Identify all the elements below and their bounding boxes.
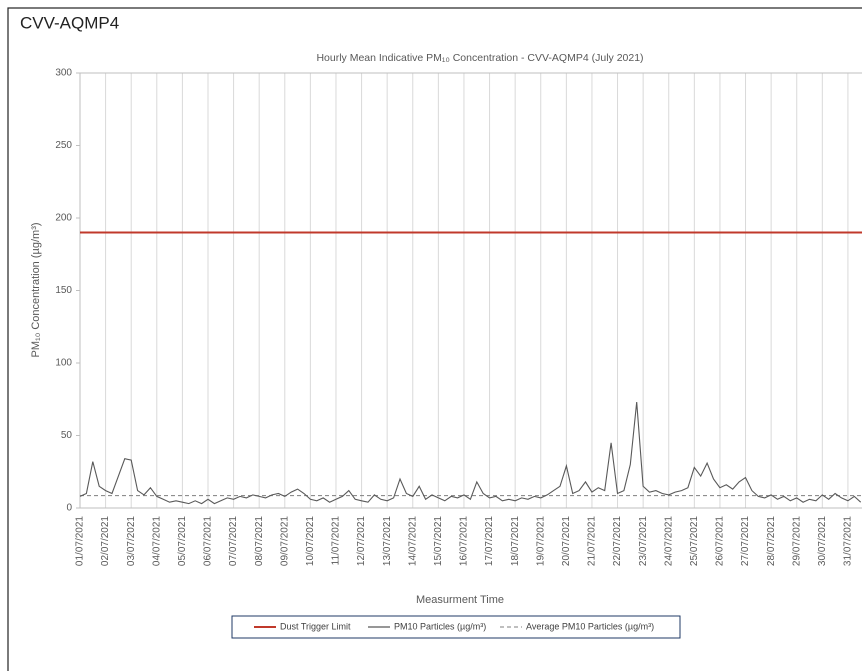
legend-label: Average PM10 Particles (µg/m³) bbox=[526, 621, 654, 631]
x-tick-label: 10/07/2021 bbox=[305, 516, 316, 566]
x-tick-label: 22/07/2021 bbox=[612, 516, 623, 566]
chart-title: Hourly Mean Indicative PM₁₀ Concentratio… bbox=[316, 52, 643, 64]
y-tick-label: 0 bbox=[66, 503, 72, 514]
legend-label: Dust Trigger Limit bbox=[280, 621, 351, 631]
y-tick-label: 300 bbox=[55, 68, 72, 79]
x-tick-label: 20/07/2021 bbox=[561, 516, 572, 566]
x-tick-label: 03/07/2021 bbox=[126, 516, 137, 566]
x-tick-label: 30/07/2021 bbox=[817, 516, 828, 566]
y-tick-label: 250 bbox=[55, 140, 72, 151]
series-line bbox=[79, 402, 862, 505]
x-tick-label: 28/07/2021 bbox=[766, 516, 777, 566]
x-axis-label: Measurment Time bbox=[416, 594, 504, 606]
x-tick-label: 01/07/2021 bbox=[75, 516, 86, 566]
x-tick-label: 15/07/2021 bbox=[433, 516, 444, 566]
y-tick-label: 200 bbox=[55, 213, 72, 224]
y-axis-label: PM₁₀ Concentration (µg/m³) bbox=[30, 222, 42, 357]
x-tick-label: 27/07/2021 bbox=[740, 516, 751, 566]
x-tick-label: 29/07/2021 bbox=[791, 516, 802, 566]
frame bbox=[7, 7, 862, 671]
x-tick-label: 31/07/2021 bbox=[843, 516, 854, 566]
x-tick-label: 11/07/2021 bbox=[331, 516, 342, 566]
x-tick-label: 08/07/2021 bbox=[254, 516, 265, 566]
x-tick-label: 05/07/2021 bbox=[177, 516, 188, 566]
x-tick-label: 23/07/2021 bbox=[638, 516, 649, 566]
legend-box bbox=[231, 615, 681, 639]
x-tick-label: 07/07/2021 bbox=[228, 516, 239, 566]
x-tick-label: 14/07/2021 bbox=[407, 516, 418, 566]
x-tick-label: 25/07/2021 bbox=[689, 516, 700, 566]
x-tick-label: 16/07/2021 bbox=[459, 516, 470, 566]
x-tick-label: 18/07/2021 bbox=[510, 516, 521, 566]
page-title: CVV-AQMP4 bbox=[20, 13, 119, 32]
x-tick-label: 21/07/2021 bbox=[587, 516, 598, 566]
x-tick-label: 09/07/2021 bbox=[279, 516, 290, 566]
y-tick-label: 100 bbox=[55, 358, 72, 369]
x-tick-label: 13/07/2021 bbox=[382, 516, 393, 566]
x-tick-label: 04/07/2021 bbox=[151, 516, 162, 566]
x-tick-label: 12/07/2021 bbox=[356, 516, 367, 566]
y-tick-label: 150 bbox=[55, 285, 72, 296]
x-tick-label: 26/07/2021 bbox=[715, 516, 726, 566]
x-tick-label: 02/07/2021 bbox=[100, 516, 111, 566]
x-tick-label: 17/07/2021 bbox=[484, 516, 495, 566]
x-tick-label: 19/07/2021 bbox=[535, 516, 546, 566]
legend-label: PM10 Particles (µg/m³) bbox=[394, 621, 486, 631]
x-tick-label: 06/07/2021 bbox=[203, 516, 214, 566]
x-tick-label: 24/07/2021 bbox=[663, 516, 674, 566]
y-tick-label: 50 bbox=[61, 430, 73, 441]
